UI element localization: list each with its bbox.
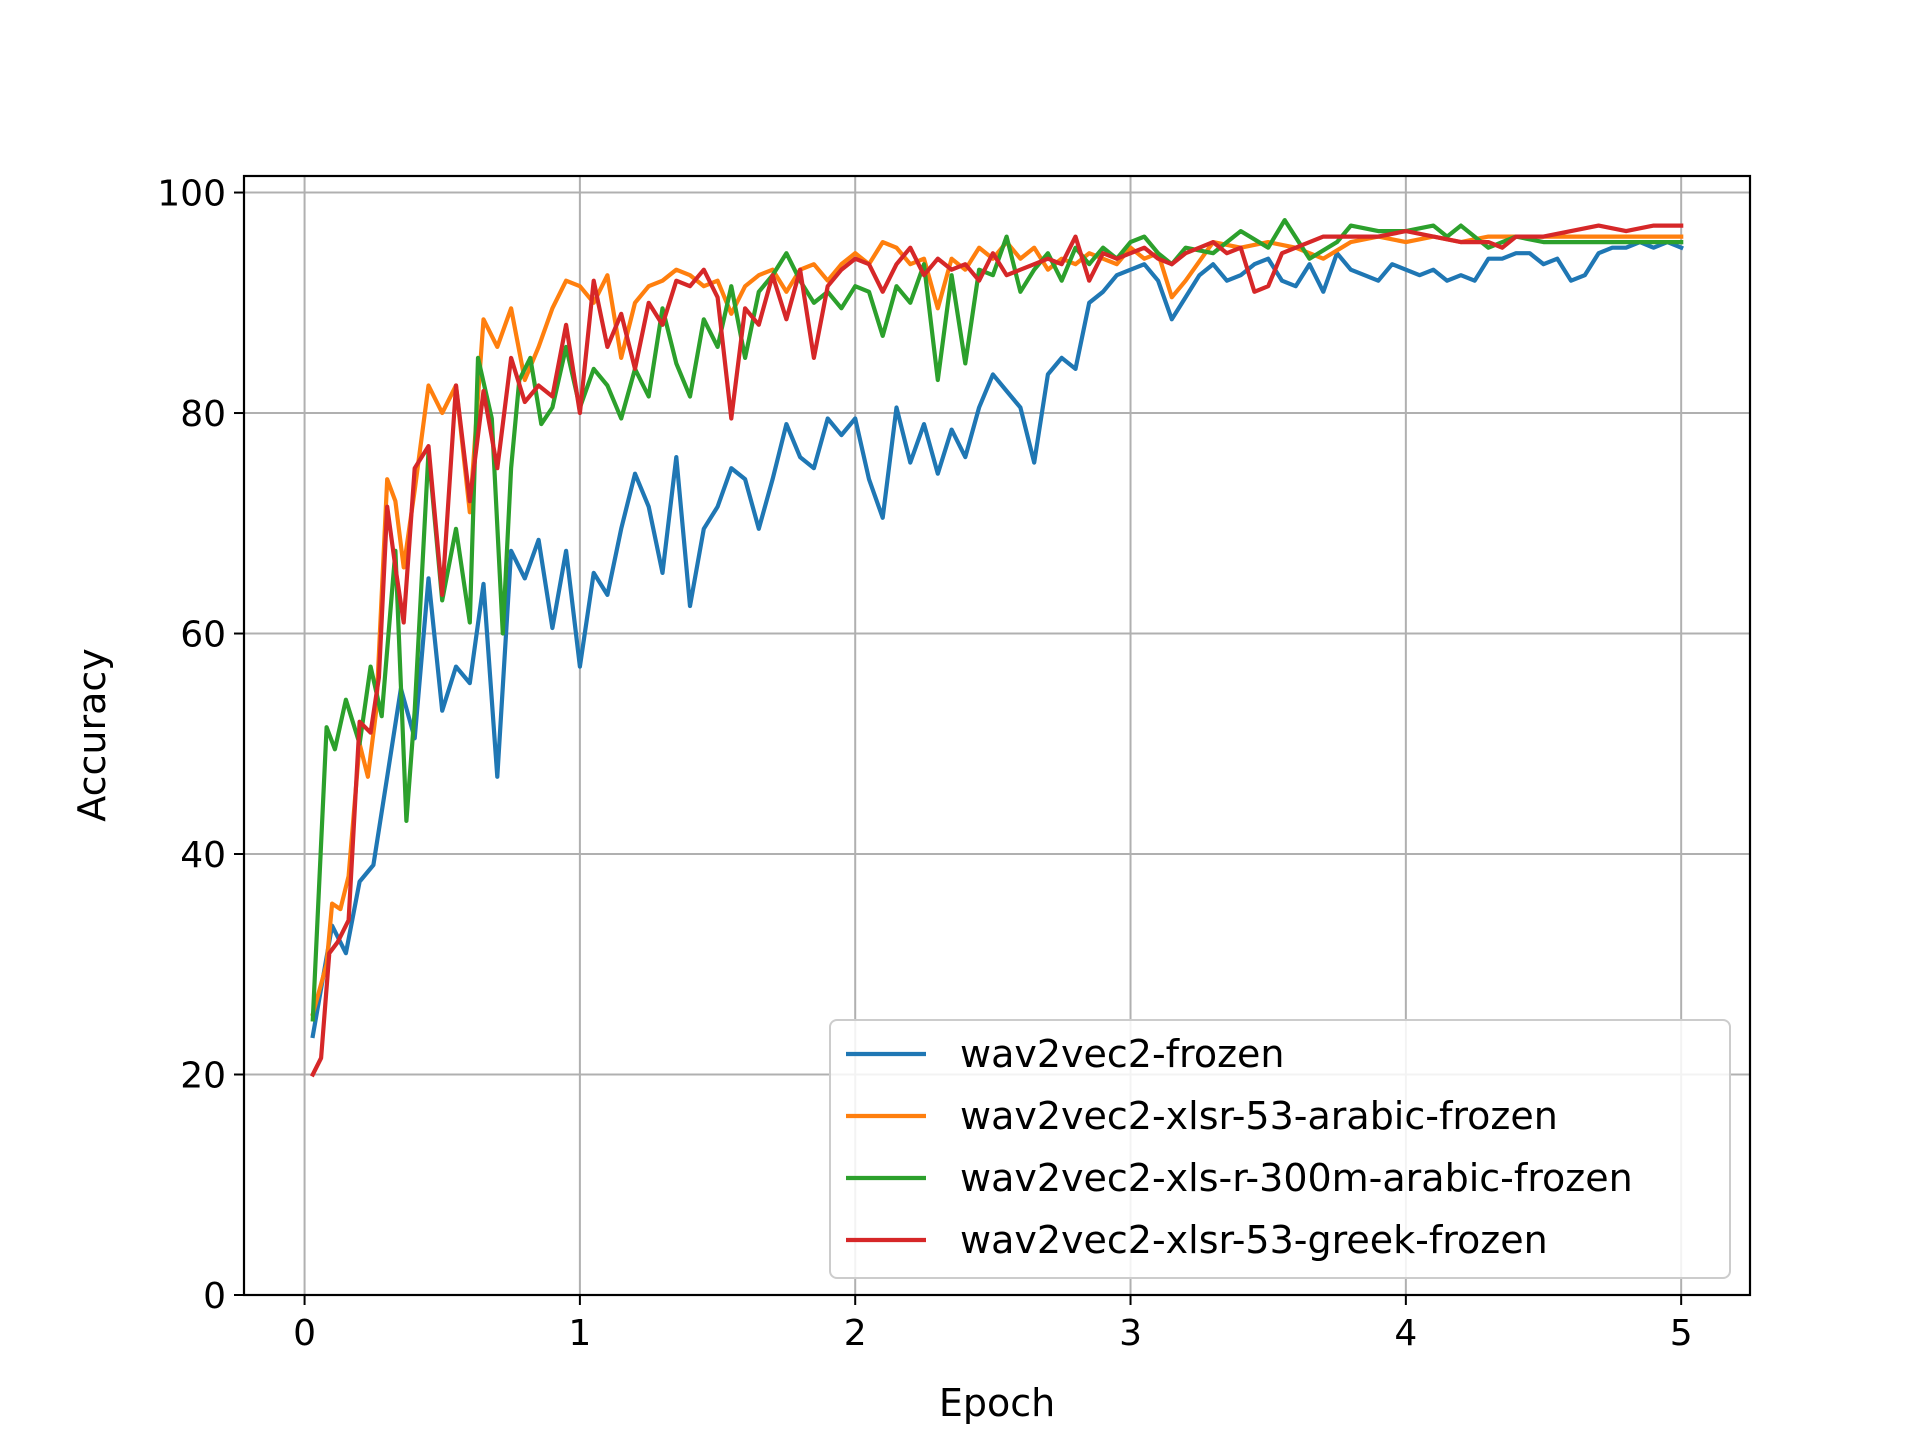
plot-series — [309, 218, 1684, 1078]
y-tick-label: 20 — [180, 1056, 226, 1097]
plot-frame — [242, 174, 1752, 1297]
y-tick-label: 80 — [180, 394, 226, 435]
x-axis-label: Epoch — [939, 1381, 1055, 1425]
x-tick-label: 0 — [293, 1313, 316, 1354]
y-tick-label: 40 — [180, 835, 226, 876]
x-tick-label: 2 — [844, 1313, 867, 1354]
x-tick-label: 4 — [1394, 1313, 1417, 1354]
legend-label: wav2vec2-frozen — [960, 1032, 1285, 1076]
y-tick-label: 100 — [157, 174, 226, 215]
series-line-4 — [309, 223, 1684, 1078]
legend-box — [829, 1019, 1731, 1279]
series-line-3 — [310, 218, 1684, 1022]
x-tick-label: 1 — [568, 1313, 591, 1354]
axis-ticks: 0 1 2 3 4 5 0 20 40 60 80 100 — [157, 174, 1692, 1354]
x-tick-label: 5 — [1670, 1313, 1693, 1354]
y-axis-label: Accuracy — [70, 648, 114, 822]
x-tick-label: 3 — [1119, 1313, 1142, 1354]
legend-label: wav2vec2-xlsr-53-greek-frozen — [960, 1218, 1548, 1262]
y-tick-label: 0 — [203, 1276, 226, 1317]
legend-label: wav2vec2-xlsr-53-arabic-frozen — [960, 1094, 1558, 1138]
legend: wav2vec2-frozen wav2vec2-xlsr-53-arabic-f… — [829, 1019, 1731, 1279]
y-tick-label: 60 — [180, 615, 226, 656]
grid-lines — [244, 176, 1750, 1296]
series-line-1 — [310, 240, 1684, 1039]
legend-label: wav2vec2-xls-r-300m-arabic-frozen — [960, 1156, 1633, 1200]
